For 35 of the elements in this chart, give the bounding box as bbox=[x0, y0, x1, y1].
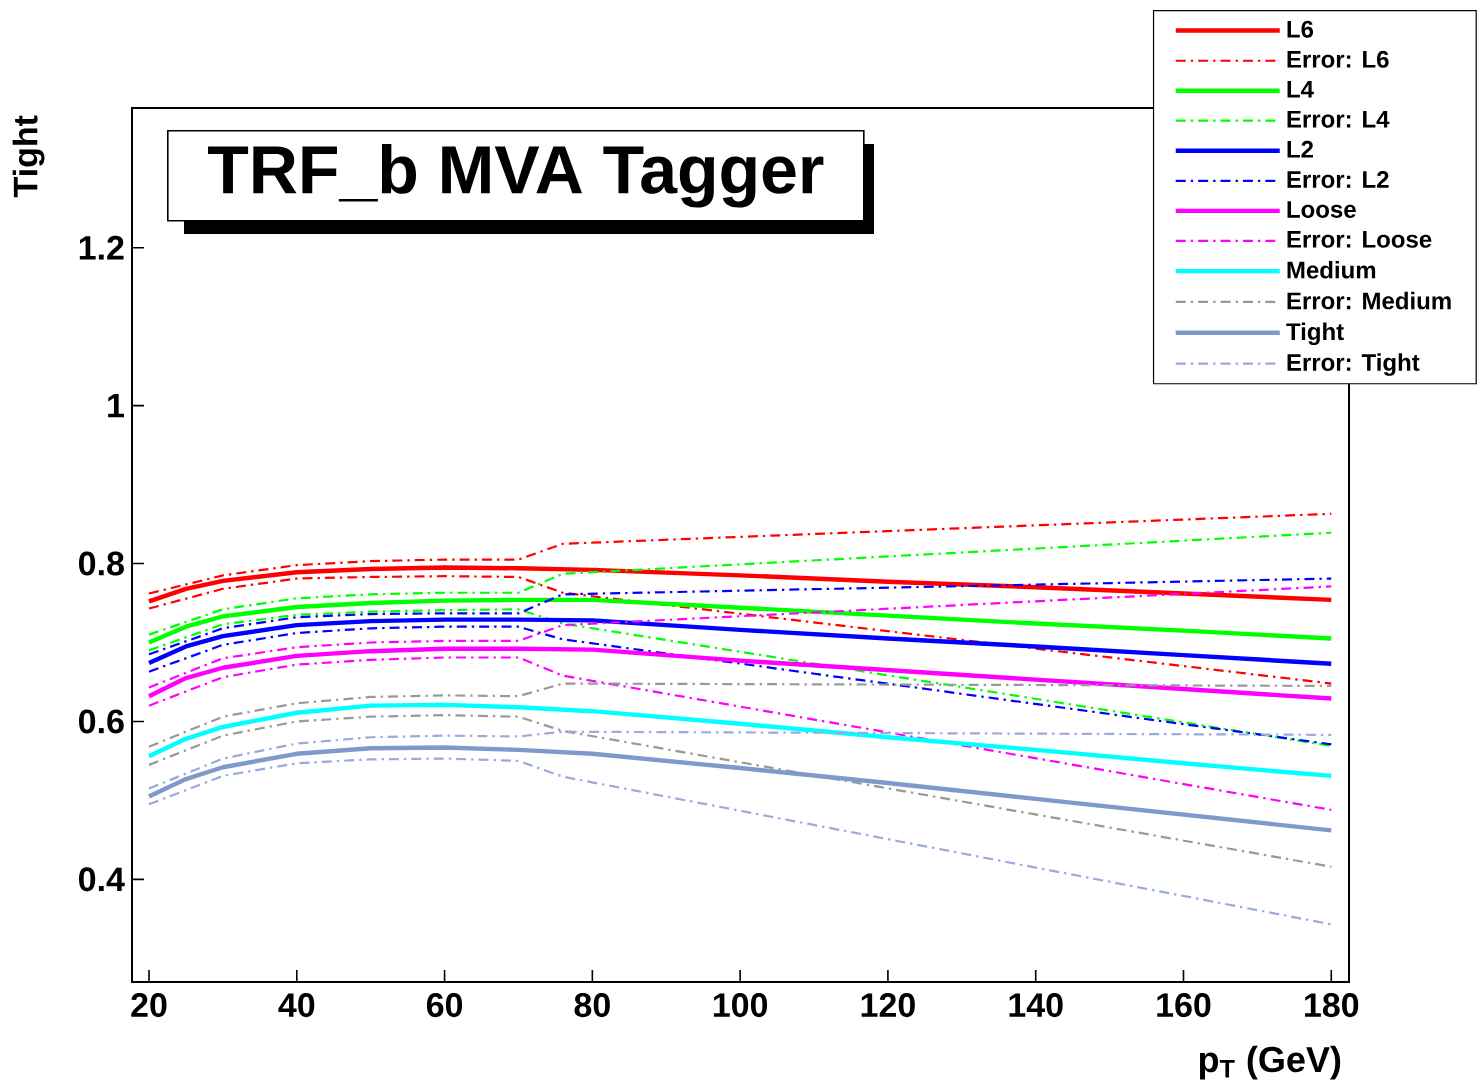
legend-label: Error: Loose bbox=[1287, 231, 1432, 248]
x-axis-title: p$_{T}$ (GeV) bbox=[1199, 1045, 1341, 1080]
legend-label: L2 bbox=[1287, 140, 1313, 158]
chart-title: TRF_b MVA Tagger bbox=[208, 143, 824, 208]
legend-label: L4 bbox=[1287, 81, 1314, 98]
legend-label: Error: L4 bbox=[1287, 110, 1390, 128]
line-series bbox=[146, 702, 1334, 779]
line-series bbox=[147, 757, 1333, 926]
x-tick-label: 20 bbox=[131, 993, 167, 1018]
x-tick-label: 120 bbox=[861, 993, 915, 1018]
y-tick-label: 1.2 bbox=[79, 235, 124, 260]
x-tick-label: 40 bbox=[278, 993, 315, 1018]
x-tick-label: 100 bbox=[713, 993, 768, 1018]
y-tick-label: 1 bbox=[108, 393, 124, 418]
legend-label: Error: L6 bbox=[1287, 50, 1389, 68]
legend-label: Tight bbox=[1286, 322, 1344, 346]
line-series bbox=[147, 682, 1333, 748]
legend-label: Loose bbox=[1287, 201, 1356, 218]
legend-label: Error: Tight bbox=[1287, 353, 1420, 376]
legend-label: Error: L2 bbox=[1287, 171, 1389, 188]
y-tick-label: 0.8 bbox=[79, 551, 124, 576]
x-tick-label: 80 bbox=[574, 993, 610, 1018]
legend-label: Error: Medium bbox=[1287, 291, 1451, 310]
legend-label: Medium bbox=[1287, 260, 1376, 279]
y-tick-label: 0.6 bbox=[79, 709, 124, 734]
line-series bbox=[147, 656, 1333, 811]
line-series bbox=[147, 714, 1333, 868]
legend-label: L6 bbox=[1287, 20, 1314, 38]
line-series bbox=[147, 730, 1333, 790]
x-tick-label: 160 bbox=[1157, 993, 1211, 1018]
x-tick-label: 60 bbox=[426, 993, 463, 1018]
x-tick-label: 140 bbox=[1009, 993, 1063, 1018]
y-axis-title: Tight bbox=[12, 115, 45, 198]
y-tick-label: 0.4 bbox=[79, 867, 125, 892]
x-tick-label: 180 bbox=[1305, 993, 1359, 1018]
